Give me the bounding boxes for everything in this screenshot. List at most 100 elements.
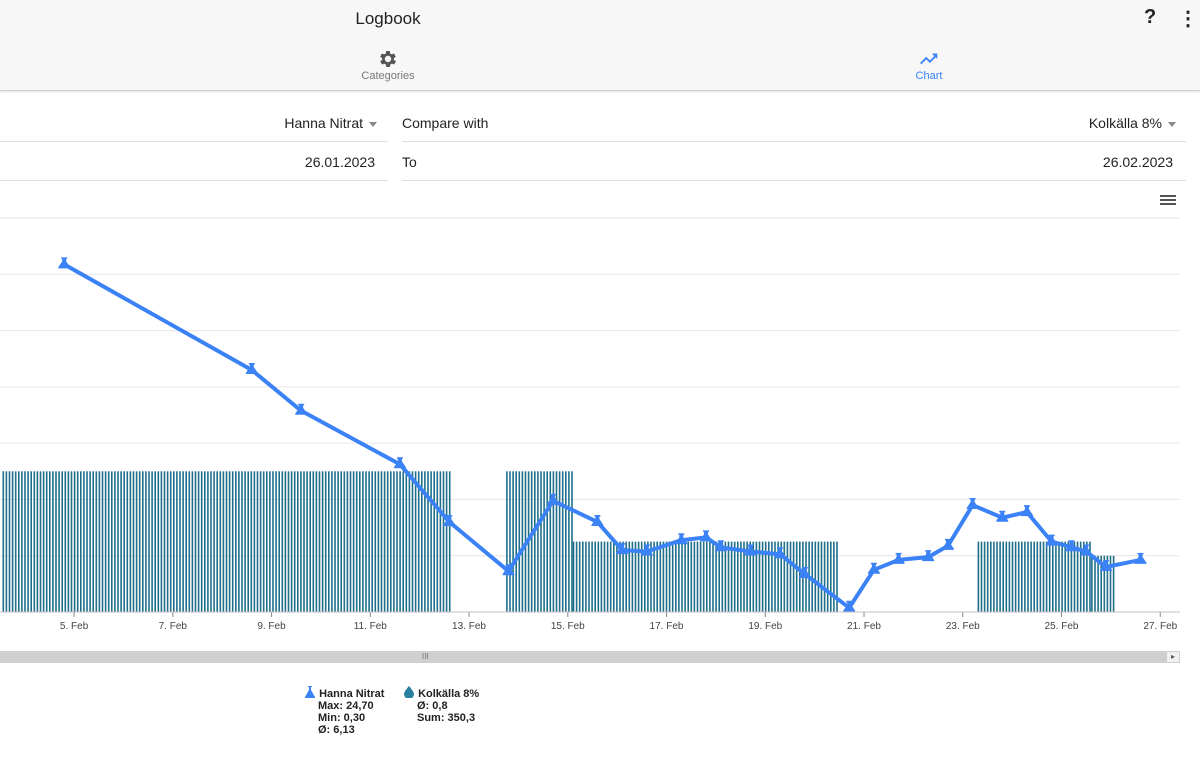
bar-0 xyxy=(8,471,11,612)
data-point[interactable] xyxy=(443,514,456,526)
bar-2 xyxy=(733,541,736,612)
bar-0 xyxy=(352,471,355,612)
bar-2 xyxy=(597,541,600,612)
data-point[interactable] xyxy=(640,544,653,556)
bar-2 xyxy=(634,541,637,612)
legend-kolkalla[interactable]: Kolkälla 8% Ø: 0,8 Sum: 350,3 xyxy=(403,686,479,724)
data-point[interactable] xyxy=(1020,505,1033,517)
bar-0 xyxy=(64,471,67,612)
help-icon[interactable]: ? xyxy=(1144,6,1157,28)
bar-1 xyxy=(537,471,539,612)
scrollbar-grip-icon[interactable]: III xyxy=(422,652,429,661)
bar-3 xyxy=(1048,541,1051,612)
chart-menu-icon[interactable] xyxy=(1160,193,1176,207)
legend-hanna-nitrat[interactable]: Hanna Nitrat Max: 24,70 Min: 0,30 Ø: 6,1… xyxy=(304,686,384,736)
data-point[interactable] xyxy=(295,403,308,415)
bar-3 xyxy=(1058,541,1060,612)
bar-1 xyxy=(509,471,511,612)
bar-0 xyxy=(36,471,39,612)
data-point[interactable] xyxy=(245,362,258,374)
to-date-field[interactable]: 26.02.2023 xyxy=(1102,154,1173,170)
bar-0 xyxy=(166,471,169,612)
data-point[interactable] xyxy=(714,540,727,552)
data-point[interactable] xyxy=(892,552,905,564)
bar-2 xyxy=(817,541,820,612)
data-point[interactable] xyxy=(843,600,856,612)
bar-4 xyxy=(1100,555,1102,612)
data-point[interactable] xyxy=(591,514,604,526)
bar-2 xyxy=(647,541,649,612)
bar-0 xyxy=(436,471,439,612)
bar-0 xyxy=(309,471,311,612)
bar-0 xyxy=(231,471,234,612)
bar-4 xyxy=(1103,555,1106,612)
bar-0 xyxy=(337,471,339,612)
bar-0 xyxy=(393,471,395,612)
bar-3 xyxy=(1033,541,1035,612)
bar-0 xyxy=(70,471,73,612)
compare-category-select[interactable]: Kolkälla 8% xyxy=(1089,115,1176,131)
data-point[interactable] xyxy=(867,562,880,574)
data-point[interactable] xyxy=(1134,552,1147,564)
data-point[interactable] xyxy=(1099,559,1112,571)
bar-2 xyxy=(640,541,643,612)
data-point[interactable] xyxy=(922,550,935,562)
data-point[interactable] xyxy=(744,544,757,556)
bar-0 xyxy=(380,471,383,612)
data-point[interactable] xyxy=(774,547,787,559)
bar-4 xyxy=(1097,555,1099,612)
bar-3 xyxy=(1042,541,1045,612)
bar-0 xyxy=(250,471,253,612)
bar-0 xyxy=(297,471,299,612)
bar-2 xyxy=(594,541,596,612)
data-point[interactable] xyxy=(393,457,406,469)
x-tick-label: 19. Feb xyxy=(748,621,782,632)
data-point[interactable] xyxy=(700,530,713,542)
primary-category-select[interactable]: Hanna Nitrat xyxy=(284,115,377,131)
data-point[interactable] xyxy=(798,567,811,579)
tab-categories[interactable]: Categories xyxy=(288,48,488,82)
bar-0 xyxy=(111,471,113,612)
more-menu-icon[interactable]: ⋮ xyxy=(1178,8,1198,30)
stat-max: Max: 24,70 xyxy=(318,700,374,712)
bar-2 xyxy=(619,541,621,612)
compare-label: Compare with xyxy=(402,115,489,131)
x-tick-label: 23. Feb xyxy=(946,621,980,632)
bar-0 xyxy=(430,471,432,612)
data-point[interactable] xyxy=(675,533,688,545)
x-tick-label: 25. Feb xyxy=(1045,621,1079,632)
data-point[interactable] xyxy=(502,564,515,576)
bar-0 xyxy=(114,471,116,612)
data-point[interactable] xyxy=(546,493,559,505)
data-point[interactable] xyxy=(1065,540,1078,552)
bar-2 xyxy=(665,541,668,612)
bar-3 xyxy=(1024,541,1026,612)
chart-scrollbar[interactable]: III xyxy=(0,651,1180,663)
bar-0 xyxy=(293,471,296,612)
x-tick-label: 11. Feb xyxy=(354,621,388,632)
bar-2 xyxy=(761,541,764,612)
data-point[interactable] xyxy=(58,257,71,269)
stat-avg: Ø: 0,8 xyxy=(417,700,448,712)
primary-category-value: Hanna Nitrat xyxy=(284,115,363,131)
tab-chart[interactable]: Chart xyxy=(829,48,1029,82)
bar-1 xyxy=(515,471,517,612)
data-point[interactable] xyxy=(616,543,629,555)
data-point[interactable] xyxy=(996,510,1009,522)
bar-0 xyxy=(346,471,349,612)
bar-2 xyxy=(650,541,652,612)
legend-name: Hanna Nitrat xyxy=(319,688,385,700)
data-point[interactable] xyxy=(1080,544,1093,556)
bar-0 xyxy=(98,471,101,612)
from-date-field[interactable]: 26.01.2023 xyxy=(304,154,375,170)
bar-2 xyxy=(575,541,578,612)
bar-3 xyxy=(1079,541,1082,612)
bar-0 xyxy=(225,471,228,612)
bar-1 xyxy=(518,471,521,612)
bar-2 xyxy=(715,541,717,612)
scroll-right-icon[interactable]: ▸ xyxy=(1166,651,1180,663)
data-point[interactable] xyxy=(1045,534,1058,546)
data-point[interactable] xyxy=(941,538,954,550)
bar-4 xyxy=(1112,555,1115,612)
data-point[interactable] xyxy=(966,498,979,510)
